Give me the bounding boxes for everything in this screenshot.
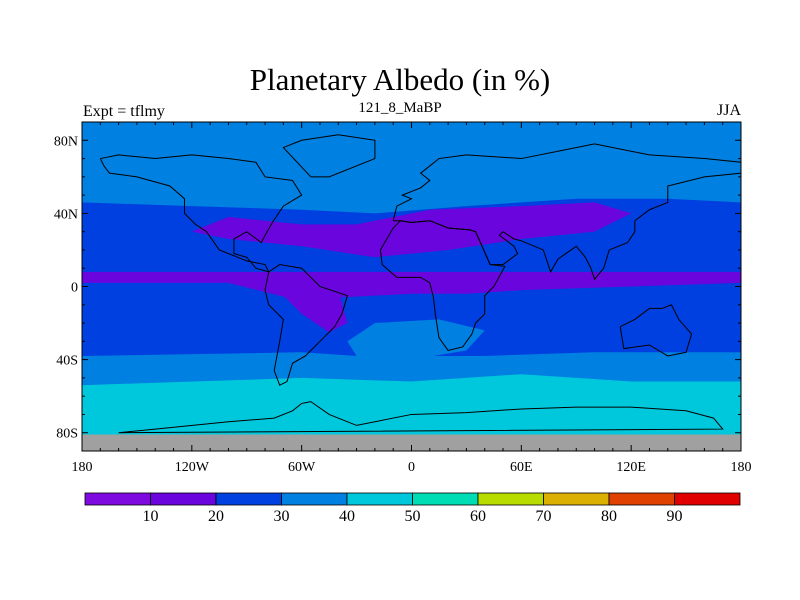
contour-region: [82, 352, 741, 382]
contour-region: [82, 434, 741, 451]
colorbar-swatch: [543, 492, 610, 506]
coastline: [619, 304, 693, 357]
x-tick-label: 180: [72, 460, 93, 475]
y-tick-label: 80S: [56, 427, 78, 442]
colorbar-label: 20: [208, 508, 224, 525]
colorbar-swatch: [674, 492, 741, 506]
colorbar-label: 10: [143, 508, 159, 525]
contour-region: [283, 286, 348, 333]
contour-region: [191, 202, 632, 258]
x-tick-label: 60W: [288, 460, 316, 475]
coastline: [282, 134, 376, 178]
colorbar-label: 90: [667, 508, 683, 525]
contour-fills: [82, 122, 741, 451]
colorbar-label: 50: [405, 508, 421, 525]
chart-title: Planetary Albedo (in %): [249, 62, 551, 97]
x-tick-label: 180: [731, 460, 752, 475]
x-tick-label: 60E: [510, 460, 533, 475]
axis-labels: 180 120W 60W 0 60E 120E 180 80N 40N 0 40S 80S: [54, 134, 752, 475]
colorbar-swatch: [150, 492, 217, 506]
colorbar-label: 60: [470, 508, 486, 525]
coastline: [118, 401, 724, 434]
contour-region: [82, 271, 741, 302]
coastlines: [99, 134, 742, 434]
colorbar-label: 40: [339, 508, 355, 525]
coastline: [99, 154, 303, 273]
y-tick-label: 0: [71, 281, 78, 296]
colorbar-swatch: [412, 492, 479, 506]
contour-region: [82, 374, 741, 435]
y-tick-label: 40S: [56, 354, 78, 369]
coastline: [379, 220, 506, 352]
colorbar-label: 80: [601, 508, 617, 525]
x-tick-label: 120W: [175, 460, 210, 475]
colorbar-swatch: [215, 492, 282, 506]
colorbar-swatch: [608, 492, 675, 506]
colorbar-label: 30: [274, 508, 290, 525]
colorbar: 10 20 30 40 50 60 70 80 90: [84, 492, 741, 525]
subtitle: 121_8_MaBP: [358, 100, 442, 116]
season-label: JJA: [716, 102, 741, 119]
x-tick-label: 0: [408, 460, 415, 475]
colorbar-label: 70: [536, 508, 552, 525]
axis-ticks: [81, 122, 742, 451]
y-tick-label: 80N: [54, 134, 78, 149]
x-tick-label: 120E: [616, 460, 646, 475]
experiment-label: Expt = tflmy: [83, 103, 165, 120]
colorbar-swatch: [84, 492, 151, 506]
y-tick-label: 40N: [54, 207, 78, 222]
colorbar-swatch: [281, 492, 348, 506]
colorbar-swatch: [346, 492, 413, 506]
coastline: [392, 143, 742, 281]
colorbar-swatch: [477, 492, 544, 506]
coastline: [264, 264, 349, 386]
